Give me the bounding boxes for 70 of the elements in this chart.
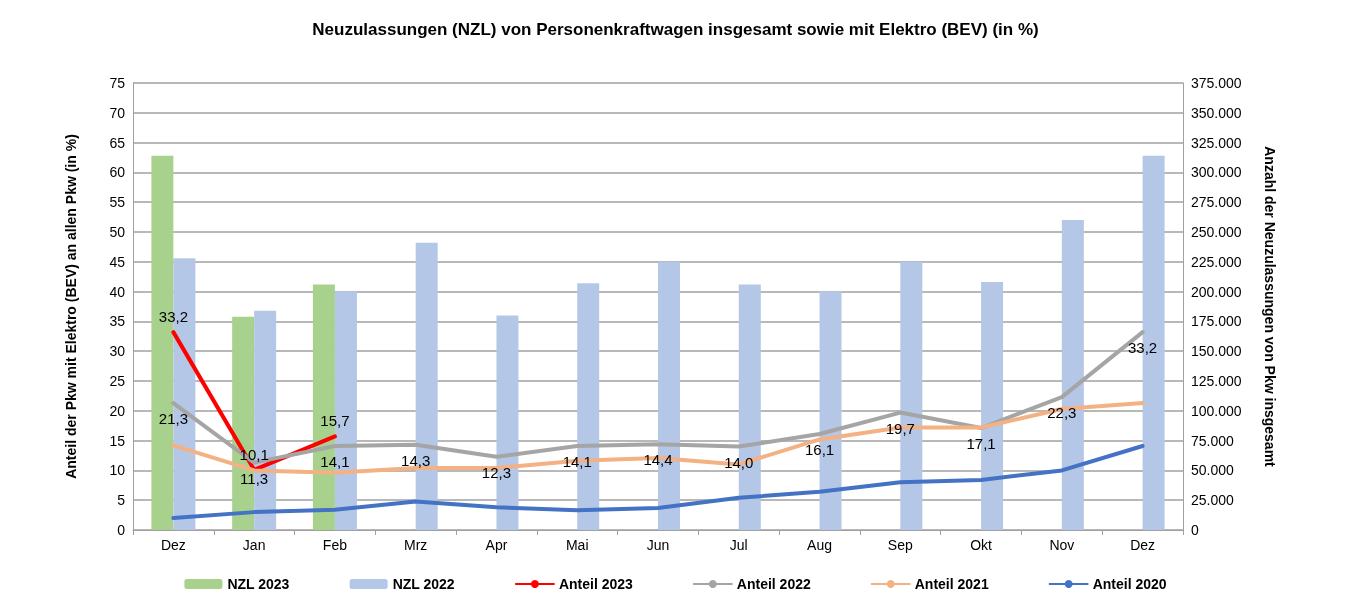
- legend-label: NZL 2022: [392, 576, 455, 592]
- data-label: 22,3: [1047, 404, 1077, 422]
- y2-axis-title: Anzahl der Neuzulassungen von Pkw insgesamt: [1262, 146, 1278, 468]
- y2-tick-label: 175.000: [1191, 313, 1242, 330]
- x-tick-label: Okt: [970, 537, 993, 553]
- data-label: 33,2: [1128, 339, 1158, 357]
- data-label: 14,1: [562, 452, 592, 470]
- x-tick-label: Dez: [1130, 537, 1156, 553]
- data-label: 33,2: [158, 308, 188, 326]
- data-label: 17,1: [966, 435, 996, 453]
- x-tick-label: Nov: [1049, 537, 1075, 553]
- y-axis-title: Anteil der Pkw mit Elektro (BEV) an allen Pkw (in %): [63, 134, 79, 479]
- data-label: 14,3: [401, 451, 431, 469]
- y2-tick-label: 125.000: [1191, 373, 1242, 389]
- y2-tick-label: 200.000: [1191, 283, 1242, 300]
- y-tick-label: 60: [109, 164, 126, 181]
- data-label: 14,0: [724, 453, 754, 471]
- data-label: 12,3: [481, 463, 512, 481]
- legend-label: Anteil 2022: [736, 576, 811, 592]
- y-tick-label: 5: [117, 492, 126, 509]
- y2-tick-label: 75.000: [1191, 432, 1235, 449]
- y-tick-label: 75: [109, 75, 126, 91]
- legend-label: Anteil 2021: [914, 576, 989, 592]
- y2-tick-label: 50.000: [1191, 462, 1235, 479]
- y2-tick-label: 325.000: [1191, 134, 1242, 151]
- data-label: 19,7: [885, 419, 915, 437]
- y2-tick-label: 250.000: [1191, 224, 1242, 240]
- y2-tick-label: 375.000: [1191, 75, 1242, 91]
- y2-tick-label: 25.000: [1191, 492, 1235, 509]
- y-tick-label: 30: [109, 343, 126, 360]
- x-tick-label: Jan: [242, 537, 266, 553]
- y-tick-label: 25: [109, 373, 126, 389]
- x-tick-label: Aug: [807, 537, 832, 553]
- y-tick-label: 20: [109, 402, 126, 419]
- data-label: 21,3: [158, 410, 188, 428]
- y-tick-label: 55: [109, 194, 126, 211]
- y-tick-label: 50: [109, 224, 126, 240]
- y2-tick-label: 275.000: [1191, 194, 1242, 211]
- data-label: 15,7: [320, 412, 350, 430]
- y2-tick-label: 300.000: [1191, 164, 1242, 181]
- data-label: 11,3: [240, 469, 269, 487]
- legend-label: Anteil 2020: [1092, 576, 1167, 592]
- x-tick-label: Jun: [646, 537, 670, 553]
- data-label: 10,1: [239, 445, 269, 463]
- x-tick-label: Apr: [485, 537, 508, 553]
- y-tick-label: 40: [109, 283, 126, 300]
- y2-tick-label: 100.000: [1191, 402, 1242, 419]
- y-tick-label: 0: [117, 522, 126, 538]
- x-tick-label: Feb: [322, 537, 348, 553]
- y2-tick-label: 225.000: [1191, 253, 1242, 270]
- x-tick-label: Dez: [160, 537, 186, 553]
- y-tick-label: 45: [109, 253, 126, 270]
- x-tick-label: Sep: [887, 537, 913, 553]
- y2-tick-label: 350.000: [1191, 104, 1242, 121]
- legend-label: NZL 2023: [227, 576, 290, 592]
- y-tick-label: 10: [109, 462, 126, 479]
- x-tick-label: Mrz: [404, 537, 428, 553]
- y-tick-label: 15: [109, 432, 126, 449]
- y2-tick-label: 150.000: [1191, 343, 1242, 360]
- chart-title: Neuzulassungen (NZL) von Personenkraftwagen insgesamt sowie mit Elektro (BEV) (in %): [312, 20, 1039, 39]
- data-label: 14,4: [643, 451, 673, 469]
- legend-label: Anteil 2023: [558, 576, 634, 592]
- data-label: 16,1: [804, 441, 835, 459]
- x-tick-label: Jul: [729, 537, 748, 553]
- x-tick-label: Mai: [565, 537, 589, 553]
- y-tick-label: 70: [109, 104, 126, 121]
- y2-tick-label: 0: [1191, 522, 1199, 538]
- y-tick-label: 35: [109, 313, 126, 330]
- data-label: 14,1: [320, 452, 350, 470]
- y-tick-label: 65: [109, 134, 126, 151]
